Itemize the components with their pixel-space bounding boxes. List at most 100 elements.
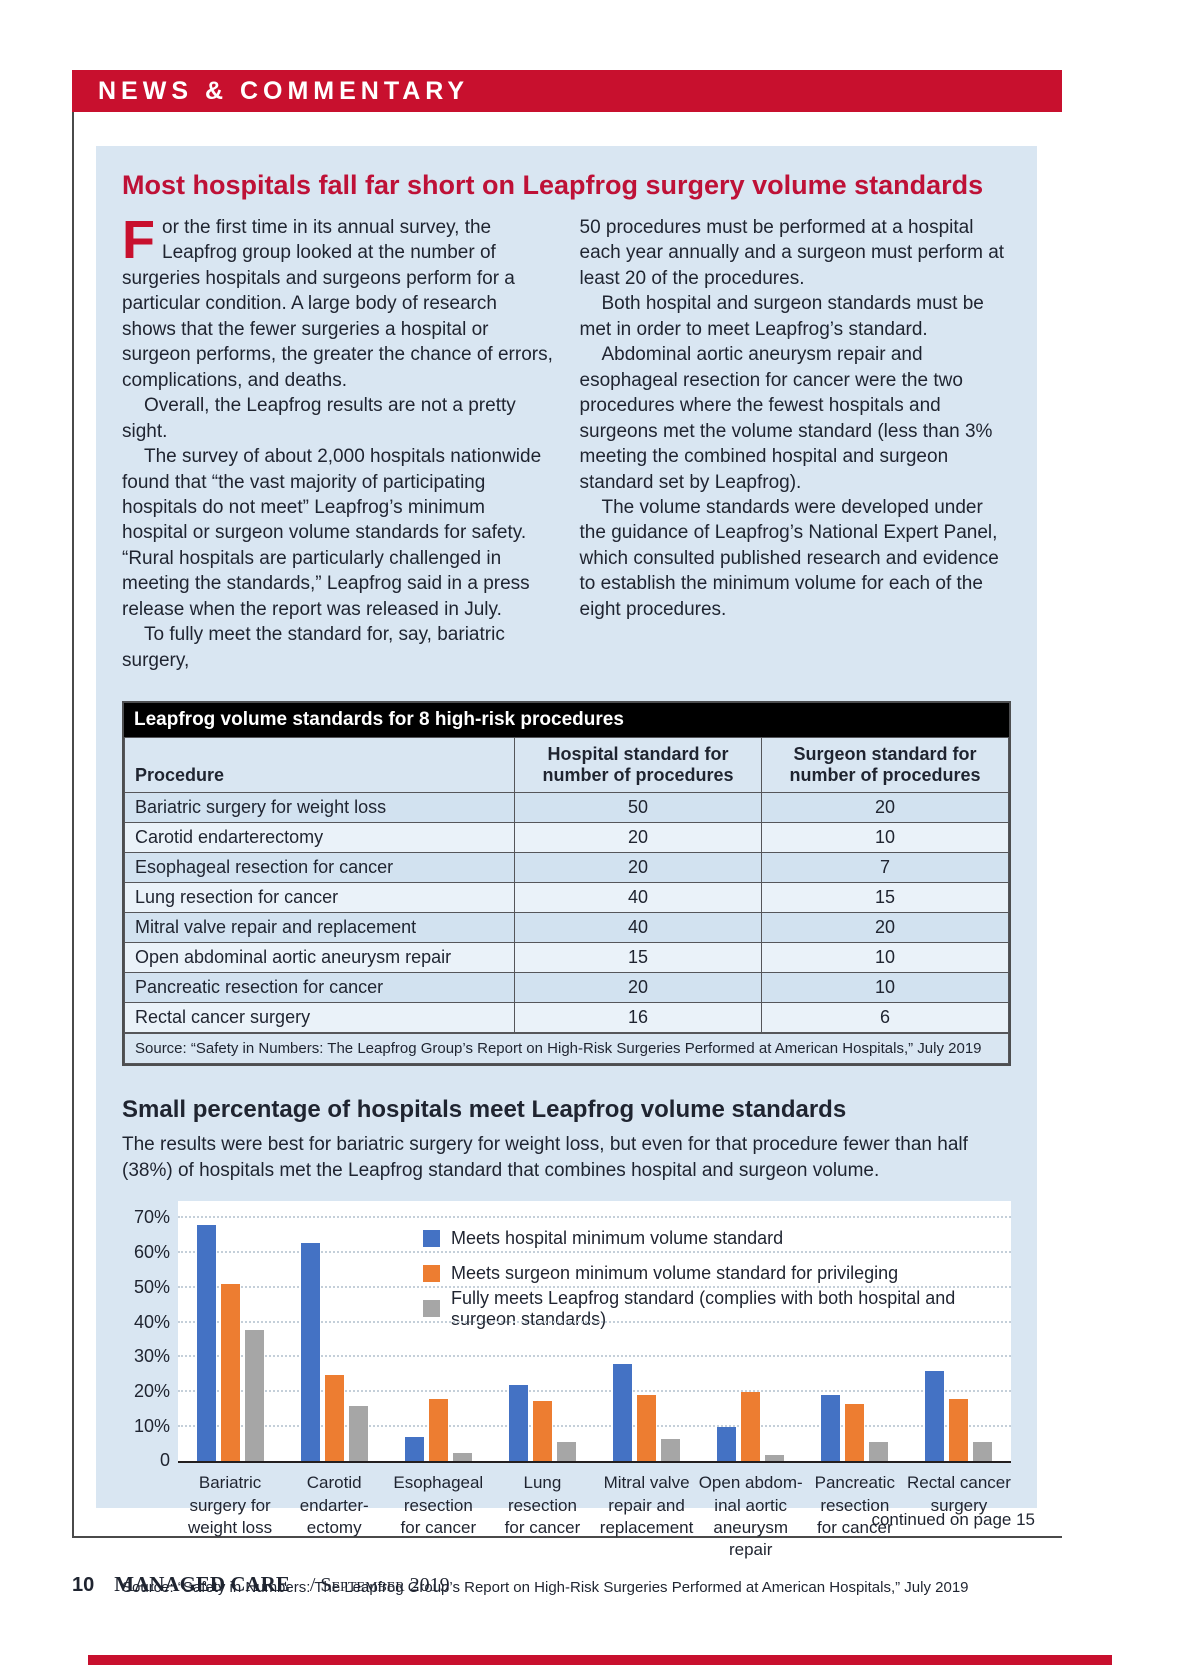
legend-swatch xyxy=(423,1300,440,1318)
x-label: Bariatric surgery for weight loss xyxy=(188,1473,273,1537)
drop-cap: F xyxy=(122,210,155,270)
bar xyxy=(404,1437,424,1462)
legend-row: Meets hospital minimum volume standard xyxy=(423,1221,1011,1256)
x-label: Esophageal resection for cancer xyxy=(393,1473,484,1537)
bar-group xyxy=(907,1201,1011,1462)
bar xyxy=(324,1374,344,1462)
bar xyxy=(661,1438,681,1462)
procedure-cell: Mitral valve repair and replacement xyxy=(124,912,515,944)
bar-group xyxy=(595,1201,699,1462)
value-cell: 10 xyxy=(761,972,1009,1004)
y-tick-label: 50% xyxy=(133,1276,170,1297)
value-cell: 20 xyxy=(514,822,762,854)
paragraph: The volume standards were developed unde… xyxy=(579,496,999,620)
banner-title: NEWS & COMMENTARY xyxy=(98,76,470,105)
gridline xyxy=(178,1355,1011,1358)
legend-swatch xyxy=(423,1265,440,1283)
bar-group xyxy=(699,1201,803,1462)
chart-section-title: Small percentage of hospitals meet Leapf… xyxy=(122,1096,847,1124)
bar-group xyxy=(282,1201,386,1462)
standards-table: Leapfrog volume standards for 8 high-ris… xyxy=(122,701,1011,1067)
legend-label: Fully meets Leapfrog standard (complies … xyxy=(451,1287,956,1329)
table-row: Lung resection for cancer 40 15 xyxy=(124,882,1009,914)
bar xyxy=(300,1242,320,1462)
value-cell: 15 xyxy=(761,882,1009,914)
bar xyxy=(925,1371,945,1462)
y-tick-label: 0 xyxy=(159,1450,170,1471)
bar-chart: Meets hospital minimum volume standard Me… xyxy=(122,1201,1011,1560)
value-cell: 20 xyxy=(761,912,1009,944)
paragraph: Both hospital and surgeon standards must… xyxy=(579,293,984,340)
bar xyxy=(556,1442,576,1462)
continued-note: continued on page 15 xyxy=(871,1510,1035,1529)
page-footer: 10 MANAGED CARE / September 2019 xyxy=(72,1572,450,1597)
x-axis-labels: Bariatric surgery for weight loss Carotid… xyxy=(178,1472,1011,1560)
bar xyxy=(220,1284,240,1462)
bar-group xyxy=(178,1201,282,1462)
value-cell: 20 xyxy=(514,972,762,1004)
value-cell: 10 xyxy=(761,942,1009,974)
chart-source: Source: “Safety in Numbers: The Leapfrog… xyxy=(122,1578,969,1596)
magazine-name: MANAGED CARE xyxy=(114,1572,290,1596)
column-right: 50 procedures must be performed at a hos… xyxy=(580,215,1012,673)
value-cell: 7 xyxy=(761,852,1009,884)
bar xyxy=(869,1442,889,1462)
bar xyxy=(244,1329,264,1462)
bar-group xyxy=(386,1201,490,1462)
procedure-cell: Pancreatic resection for cancer xyxy=(124,972,515,1004)
legend-row: Meets surgeon minimum volume standard fo… xyxy=(423,1256,1011,1291)
x-label: Carotid endarter- ectomy xyxy=(299,1473,369,1537)
article-panel: Most hospitals fall far short on Leapfro… xyxy=(96,146,1037,1596)
paragraph: The survey of about 2,000 hospitals nati… xyxy=(122,446,542,620)
y-tick-label: 60% xyxy=(133,1242,170,1263)
chart-subtitle: The results were best for bariatric surg… xyxy=(122,1134,968,1181)
header-hospital-standard: Hospital standard for number of procedur… xyxy=(514,737,762,794)
x-label: Open abdom- inal aortic aneurysm repair xyxy=(698,1473,803,1559)
paragraph: Abdominal aortic aneurysm repair and eso… xyxy=(579,344,993,493)
x-label: Mitral valve repair and replacement xyxy=(599,1473,694,1537)
procedure-cell: Bariatric surgery for weight loss xyxy=(124,792,515,824)
gridline xyxy=(178,1390,1011,1393)
legend-label: Meets surgeon minimum volume standard fo… xyxy=(451,1263,899,1284)
value-cell: 15 xyxy=(514,942,762,974)
gridline xyxy=(178,1285,1011,1288)
value-cell: 6 xyxy=(761,1002,1009,1034)
y-tick-label: 30% xyxy=(133,1346,170,1367)
paragraph: 50 procedures must be performed at a hos… xyxy=(579,217,1005,289)
left-rule xyxy=(72,112,74,1536)
procedure-cell: Esophageal resection for cancer xyxy=(124,852,515,884)
y-tick-label: 20% xyxy=(133,1381,170,1402)
bar xyxy=(452,1452,472,1462)
table-source: Source: “Safety in Numbers: The Leapfrog… xyxy=(124,1033,1009,1065)
x-label: Pancreatic resection for cancer xyxy=(814,1473,895,1537)
bar xyxy=(196,1225,216,1462)
bar-group xyxy=(803,1201,907,1462)
value-cell: 50 xyxy=(514,792,762,824)
legend-swatch xyxy=(423,1230,440,1248)
bar xyxy=(845,1404,865,1462)
bottom-rule xyxy=(72,1536,1062,1538)
procedure-cell: Open abdominal aortic aneurysm repair xyxy=(124,942,515,974)
bottom-red-bar xyxy=(88,1655,1112,1665)
procedure-cell: Carotid endarterectomy xyxy=(124,822,515,854)
table-row: Pancreatic resection for cancer 20 10 xyxy=(124,972,1009,1004)
value-cell: 40 xyxy=(514,882,762,914)
bar xyxy=(348,1405,368,1462)
gridline xyxy=(178,1216,1011,1219)
table-row: Bariatric surgery for weight loss 50 20 xyxy=(124,792,1009,824)
value-cell: 20 xyxy=(514,852,762,884)
table-row: Carotid endarterectomy 20 10 xyxy=(124,822,1009,854)
procedure-cell: Rectal cancer surgery xyxy=(124,1002,515,1034)
header-surgeon-standard: Surgeon standard for number of procedure… xyxy=(761,737,1009,794)
bar xyxy=(741,1392,761,1462)
procedure-cell: Lung resection for cancer xyxy=(124,882,515,914)
y-tick-label: 40% xyxy=(133,1311,170,1332)
legend-label: Meets hospital minimum volume standard xyxy=(451,1228,784,1249)
bar xyxy=(765,1454,785,1462)
paragraph: Overall, the Leapfrog results are not a … xyxy=(122,395,516,442)
bar xyxy=(428,1398,448,1462)
gridline xyxy=(178,1251,1011,1254)
table-row: Mitral valve repair and replacement 40 20 xyxy=(124,912,1009,944)
